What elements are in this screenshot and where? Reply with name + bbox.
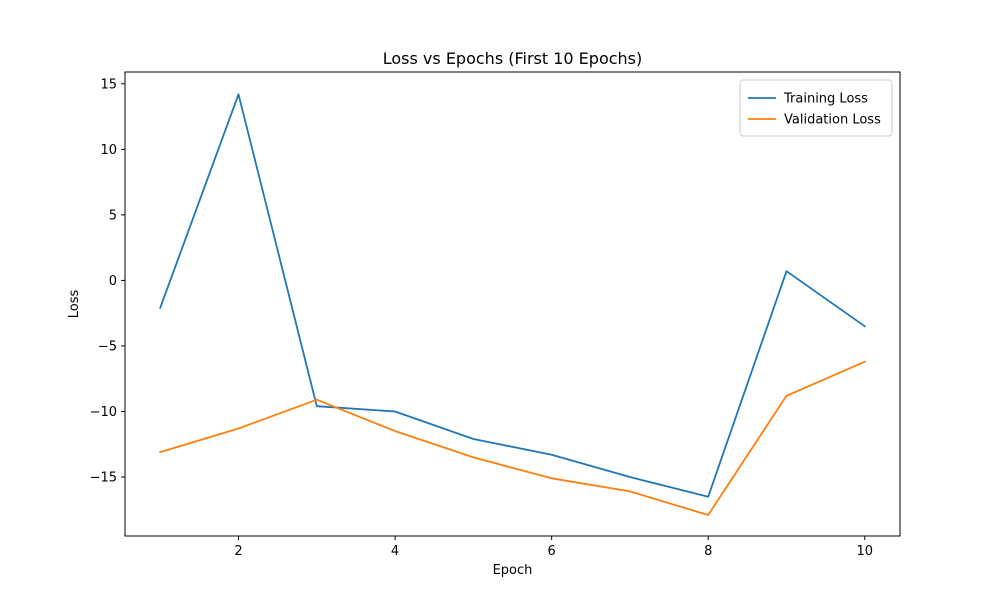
y-tick-label: −10 — [90, 405, 117, 420]
x-axis-title: Epoch — [493, 563, 533, 578]
x-tick-label: 4 — [391, 544, 399, 559]
x-tick-label: 6 — [548, 544, 556, 559]
y-tick-label: 15 — [100, 77, 117, 92]
y-axis: 15 10 5 0 −5 −10 −15 — [90, 77, 125, 486]
y-tick-label: 0 — [109, 274, 117, 289]
x-tick-label: 2 — [234, 544, 242, 559]
legend-label: Validation Loss — [784, 113, 881, 128]
plot-frame — [124, 71, 901, 537]
legend: Training Loss Validation Loss — [739, 79, 893, 137]
series-line-training-loss — [159, 93, 867, 498]
y-axis-title: Loss — [67, 290, 82, 319]
x-axis: 2 4 6 8 10 — [234, 536, 873, 559]
y-tick-label: 10 — [100, 143, 117, 158]
y-tick-label: −5 — [98, 339, 117, 354]
legend-box — [739, 79, 893, 137]
x-tick-label: 10 — [856, 544, 873, 559]
legend-label: Training Loss — [783, 92, 868, 107]
series-group — [159, 93, 867, 516]
x-tick-label: 8 — [704, 544, 712, 559]
y-tick-label: −15 — [90, 471, 117, 486]
series-line-validation-loss — [159, 360, 866, 516]
y-tick-label: 5 — [109, 208, 117, 223]
chart-title: Loss vs Epochs (First 10 Epochs) — [383, 49, 643, 68]
